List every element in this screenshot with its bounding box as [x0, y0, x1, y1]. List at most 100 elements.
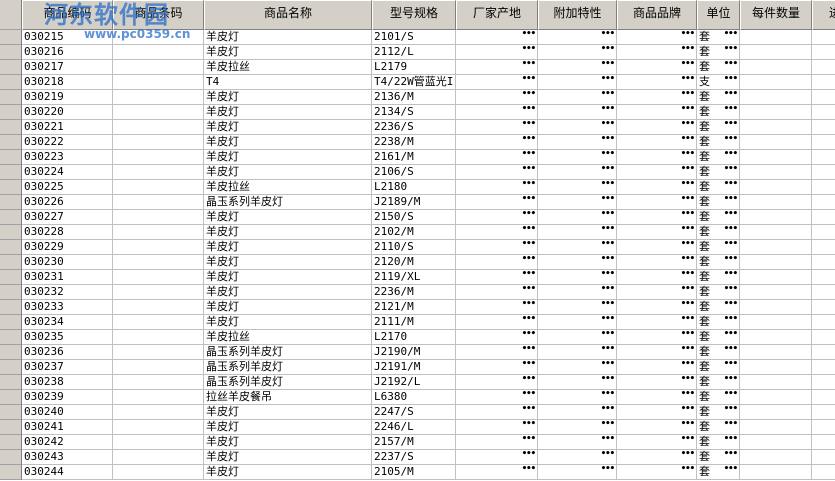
- cell[interactable]: 030234: [22, 315, 113, 330]
- cell[interactable]: •••: [538, 180, 617, 195]
- ellipsis-button[interactable]: •••: [680, 60, 695, 69]
- cell[interactable]: •••: [538, 360, 617, 375]
- ellipsis-button[interactable]: •••: [521, 450, 536, 459]
- cell[interactable]: •••: [456, 330, 538, 345]
- ellipsis-button[interactable]: •••: [680, 195, 695, 204]
- cell[interactable]: 26: [812, 45, 835, 60]
- ellipsis-button[interactable]: •••: [600, 420, 615, 429]
- ellipsis-button[interactable]: •••: [521, 30, 536, 39]
- ellipsis-button[interactable]: •••: [680, 330, 695, 339]
- cell[interactable]: 34: [812, 270, 835, 285]
- ellipsis-button[interactable]: •••: [723, 345, 738, 354]
- cell[interactable]: 套 •••: [697, 90, 740, 105]
- cell[interactable]: [740, 285, 812, 300]
- cell[interactable]: •••: [456, 225, 538, 240]
- ellipsis-button[interactable]: •••: [680, 375, 695, 384]
- cell[interactable]: •••: [538, 75, 617, 90]
- cell[interactable]: 030226: [22, 195, 113, 210]
- cell[interactable]: •••: [456, 105, 538, 120]
- cell[interactable]: 2111/M: [372, 315, 456, 330]
- ellipsis-button[interactable]: •••: [723, 315, 738, 324]
- cell[interactable]: 5: [812, 75, 835, 90]
- cell[interactable]: 羊皮灯: [204, 465, 372, 480]
- cell[interactable]: •••: [456, 135, 538, 150]
- cell[interactable]: [113, 30, 204, 45]
- cell[interactable]: [113, 345, 204, 360]
- column-header[interactable]: 每件数量: [740, 0, 812, 30]
- column-header[interactable]: 附加特性: [538, 0, 617, 30]
- cell[interactable]: •••: [456, 315, 538, 330]
- cell[interactable]: 030219: [22, 90, 113, 105]
- cell[interactable]: J2191/M: [372, 360, 456, 375]
- cell[interactable]: [740, 165, 812, 180]
- cell[interactable]: [740, 405, 812, 420]
- cell[interactable]: •••: [456, 345, 538, 360]
- ellipsis-button[interactable]: •••: [680, 255, 695, 264]
- cell[interactable]: 2161/M: [372, 150, 456, 165]
- ellipsis-button[interactable]: •••: [723, 195, 738, 204]
- cell[interactable]: 套 •••: [697, 165, 740, 180]
- cell[interactable]: [740, 255, 812, 270]
- cell[interactable]: 羊皮灯: [204, 255, 372, 270]
- cell[interactable]: [113, 120, 204, 135]
- cell[interactable]: 030239: [22, 390, 113, 405]
- cell[interactable]: 030220: [22, 105, 113, 120]
- cell[interactable]: [740, 60, 812, 75]
- cell[interactable]: 套 •••: [697, 60, 740, 75]
- cell[interactable]: [740, 75, 812, 90]
- cell[interactable]: •••: [456, 285, 538, 300]
- cell[interactable]: •••: [456, 165, 538, 180]
- cell[interactable]: 2157/M: [372, 435, 456, 450]
- cell[interactable]: •••: [538, 435, 617, 450]
- cell[interactable]: 2236/M: [372, 285, 456, 300]
- cell[interactable]: 2106/S: [372, 165, 456, 180]
- cell[interactable]: •••: [538, 150, 617, 165]
- cell[interactable]: •••: [617, 30, 697, 45]
- cell[interactable]: 030230: [22, 255, 113, 270]
- cell[interactable]: 羊皮灯: [204, 135, 372, 150]
- cell[interactable]: 35: [812, 360, 835, 375]
- ellipsis-button[interactable]: •••: [680, 465, 695, 474]
- ellipsis-button[interactable]: •••: [521, 315, 536, 324]
- ellipsis-button[interactable]: •••: [680, 390, 695, 399]
- cell[interactable]: •••: [538, 135, 617, 150]
- cell[interactable]: [113, 240, 204, 255]
- ellipsis-button[interactable]: •••: [521, 60, 536, 69]
- cell[interactable]: 晶玉系列羊皮灯: [204, 375, 372, 390]
- cell[interactable]: 030236: [22, 345, 113, 360]
- cell[interactable]: •••: [617, 225, 697, 240]
- cell[interactable]: •••: [617, 330, 697, 345]
- cell[interactable]: •••: [617, 375, 697, 390]
- cell[interactable]: [740, 135, 812, 150]
- cell[interactable]: 2134/S: [372, 105, 456, 120]
- cell[interactable]: 030217: [22, 60, 113, 75]
- ellipsis-button[interactable]: •••: [600, 330, 615, 339]
- column-header[interactable]: 厂家产地: [456, 0, 538, 30]
- cell[interactable]: •••: [456, 390, 538, 405]
- cell[interactable]: •••: [456, 255, 538, 270]
- ellipsis-button[interactable]: •••: [680, 315, 695, 324]
- cell[interactable]: 晶玉系列羊皮灯: [204, 360, 372, 375]
- ellipsis-button[interactable]: •••: [521, 285, 536, 294]
- cell[interactable]: 030228: [22, 225, 113, 240]
- cell[interactable]: [113, 270, 204, 285]
- cell[interactable]: 羊皮拉丝: [204, 330, 372, 345]
- cell[interactable]: •••: [617, 345, 697, 360]
- cell[interactable]: •••: [538, 270, 617, 285]
- cell[interactable]: 羊皮灯: [204, 165, 372, 180]
- ellipsis-button[interactable]: •••: [521, 375, 536, 384]
- cell[interactable]: 17: [812, 90, 835, 105]
- cell[interactable]: •••: [617, 300, 697, 315]
- ellipsis-button[interactable]: •••: [600, 435, 615, 444]
- ellipsis-button[interactable]: •••: [680, 75, 695, 84]
- cell[interactable]: 羊皮灯: [204, 270, 372, 285]
- cell[interactable]: 套 •••: [697, 330, 740, 345]
- ellipsis-button[interactable]: •••: [521, 210, 536, 219]
- cell[interactable]: [740, 180, 812, 195]
- cell[interactable]: 2236/S: [372, 120, 456, 135]
- cell[interactable]: •••: [538, 225, 617, 240]
- column-header[interactable]: 单位: [697, 0, 740, 30]
- cell[interactable]: [740, 345, 812, 360]
- cell[interactable]: •••: [538, 195, 617, 210]
- cell[interactable]: •••: [456, 210, 538, 225]
